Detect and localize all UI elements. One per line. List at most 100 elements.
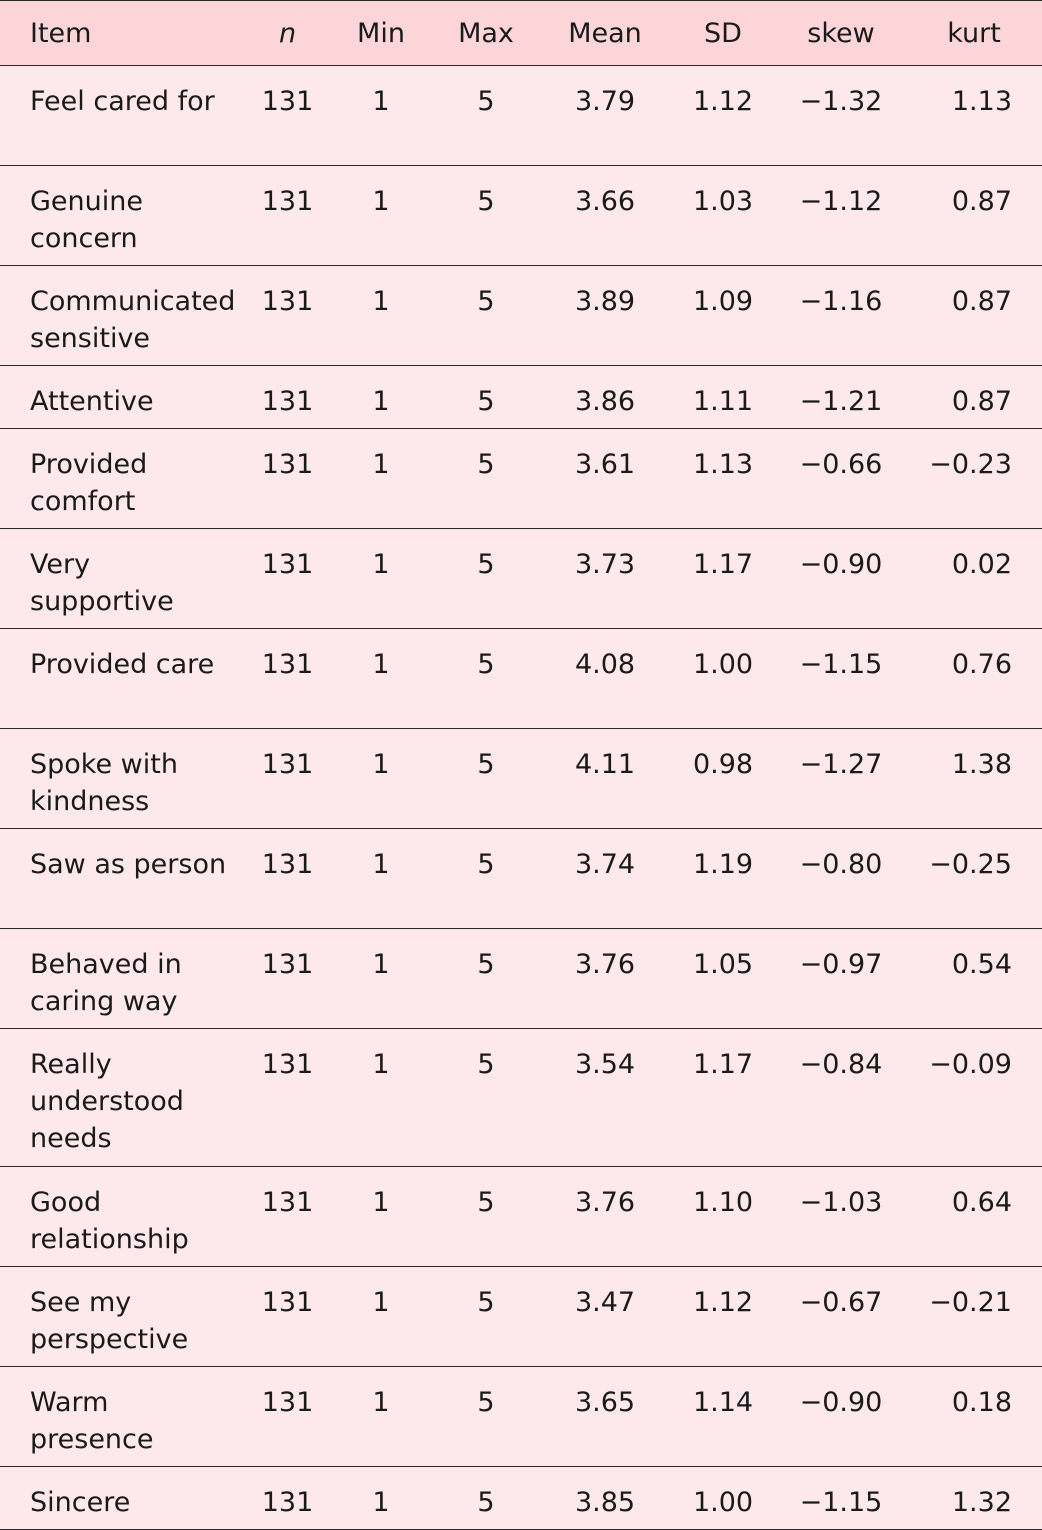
table-row: Warm presence 131 1 5 3.65 1.14 −0.90 0.18	[0, 1366, 1042, 1467]
cell-skew: −0.80	[776, 828, 906, 929]
table-row: Genuine concern 131 1 5 3.66 1.03 −1.12 0.87	[0, 165, 1042, 266]
cell-min: 1	[330, 828, 432, 929]
cell-min: 1	[330, 1266, 432, 1367]
cell-sd: 1.17	[670, 1028, 776, 1167]
cell-kurt: 1.32	[906, 1466, 1042, 1530]
cell-max: 5	[432, 365, 540, 429]
column-header-kurt: kurt	[906, 0, 1042, 66]
cell-min: 1	[330, 65, 432, 166]
cell-mean: 3.61	[540, 428, 670, 529]
cell-max: 5	[432, 428, 540, 529]
table-row: Behaved in caring way 131 1 5 3.76 1.05 −0.97 0…	[0, 928, 1042, 1029]
cell-skew: −0.67	[776, 1266, 906, 1367]
cell-max: 5	[432, 628, 540, 729]
table-row: Provided care 131 1 5 4.08 1.00 −1.15 0.76	[0, 628, 1042, 729]
cell-n: 131	[245, 628, 330, 729]
cell-n: 131	[245, 365, 330, 429]
cell-item: Sincere	[0, 1466, 245, 1530]
table-row: Really understood needs 131 1 5 3.54 1.17 −0.8…	[0, 1028, 1042, 1167]
header-row: Item n Min Max Mean SD skew kurt	[0, 0, 1042, 66]
cell-mean: 4.11	[540, 728, 670, 829]
cell-n: 131	[245, 165, 330, 266]
cell-min: 1	[330, 528, 432, 629]
cell-skew: −1.21	[776, 365, 906, 429]
cell-kurt: 1.38	[906, 728, 1042, 829]
cell-max: 5	[432, 1466, 540, 1530]
cell-max: 5	[432, 165, 540, 266]
cell-min: 1	[330, 1366, 432, 1467]
cell-skew: −0.97	[776, 928, 906, 1029]
cell-skew: −0.84	[776, 1028, 906, 1167]
cell-kurt: −0.25	[906, 828, 1042, 929]
cell-n: 131	[245, 65, 330, 166]
cell-min: 1	[330, 1028, 432, 1167]
cell-n: 131	[245, 1366, 330, 1467]
cell-sd: 1.14	[670, 1366, 776, 1467]
cell-kurt: 0.87	[906, 265, 1042, 366]
cell-kurt: −0.23	[906, 428, 1042, 529]
cell-sd: 1.12	[670, 1266, 776, 1367]
cell-item: Good relationship	[0, 1166, 245, 1267]
cell-mean: 4.08	[540, 628, 670, 729]
cell-max: 5	[432, 265, 540, 366]
cell-item: Saw as person	[0, 828, 245, 929]
cell-min: 1	[330, 728, 432, 829]
column-header-mean: Mean	[540, 0, 670, 66]
cell-max: 5	[432, 728, 540, 829]
cell-max: 5	[432, 1028, 540, 1167]
cell-kurt: −0.21	[906, 1266, 1042, 1367]
table-row: Very supportive 131 1 5 3.73 1.17 −0.90 0.02	[0, 528, 1042, 629]
column-header-item: Item	[0, 0, 245, 66]
cell-n: 131	[245, 1466, 330, 1530]
cell-kurt: 0.76	[906, 628, 1042, 729]
cell-max: 5	[432, 65, 540, 166]
cell-sd: 0.98	[670, 728, 776, 829]
cell-sd: 1.17	[670, 528, 776, 629]
cell-skew: −1.15	[776, 1466, 906, 1530]
cell-mean: 3.79	[540, 65, 670, 166]
cell-kurt: 0.54	[906, 928, 1042, 1029]
cell-sd: 1.00	[670, 628, 776, 729]
cell-kurt: 0.18	[906, 1366, 1042, 1467]
cell-max: 5	[432, 1166, 540, 1267]
cell-item: Behaved in caring way	[0, 928, 245, 1029]
cell-sd: 1.00	[670, 1466, 776, 1530]
cell-n: 131	[245, 1166, 330, 1267]
cell-item: Provided care	[0, 628, 245, 729]
cell-skew: −1.16	[776, 265, 906, 366]
cell-kurt: 0.02	[906, 528, 1042, 629]
column-header-sd: SD	[670, 0, 776, 66]
cell-mean: 3.89	[540, 265, 670, 366]
cell-kurt: 0.64	[906, 1166, 1042, 1267]
cell-min: 1	[330, 365, 432, 429]
column-header-skew: skew	[776, 0, 906, 66]
table-header: Item n Min Max Mean SD skew kurt	[0, 0, 1042, 66]
table-body: Feel cared for 131 1 5 3.79 1.12 −1.32 1.13 Genu…	[0, 65, 1042, 1530]
cell-sd: 1.09	[670, 265, 776, 366]
table-row: Provided comfort 131 1 5 3.61 1.13 −0.66 −0.23	[0, 428, 1042, 529]
table-row: Good relationship 131 1 5 3.76 1.10 −1.03 0.64	[0, 1166, 1042, 1267]
cell-item: Attentive	[0, 365, 245, 429]
cell-sd: 1.03	[670, 165, 776, 266]
cell-n: 131	[245, 428, 330, 529]
table-row: Saw as person 131 1 5 3.74 1.19 −0.80 −0.25	[0, 828, 1042, 929]
cell-item: Provided comfort	[0, 428, 245, 529]
cell-mean: 3.74	[540, 828, 670, 929]
cell-sd: 1.05	[670, 928, 776, 1029]
table-row: Feel cared for 131 1 5 3.79 1.12 −1.32 1.13	[0, 65, 1042, 166]
cell-item: Feel cared for	[0, 65, 245, 166]
cell-sd: 1.12	[670, 65, 776, 166]
table-row: Attentive 131 1 5 3.86 1.11 −1.21 0.87	[0, 365, 1042, 429]
cell-skew: −0.90	[776, 528, 906, 629]
cell-item: Genuine concern	[0, 165, 245, 266]
cell-skew: −1.12	[776, 165, 906, 266]
cell-max: 5	[432, 828, 540, 929]
cell-sd: 1.13	[670, 428, 776, 529]
cell-kurt: 1.13	[906, 65, 1042, 166]
cell-item: Spoke with kindness	[0, 728, 245, 829]
cell-min: 1	[330, 428, 432, 529]
cell-skew: −0.90	[776, 1366, 906, 1467]
cell-skew: −0.66	[776, 428, 906, 529]
cell-max: 5	[432, 1366, 540, 1467]
